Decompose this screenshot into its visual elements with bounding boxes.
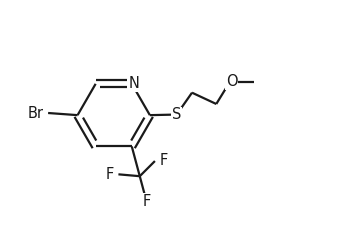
Text: O: O: [226, 74, 237, 89]
Text: F: F: [159, 153, 167, 168]
Text: S: S: [172, 107, 182, 122]
Text: F: F: [106, 167, 114, 182]
Text: F: F: [142, 194, 150, 209]
Text: Br: Br: [28, 106, 44, 120]
Text: N: N: [128, 76, 139, 91]
